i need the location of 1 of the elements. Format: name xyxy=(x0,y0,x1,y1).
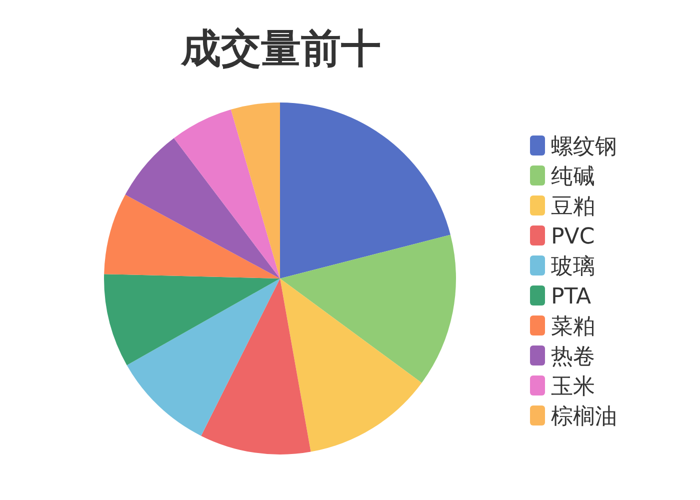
title: 成交量前十 xyxy=(181,26,381,72)
